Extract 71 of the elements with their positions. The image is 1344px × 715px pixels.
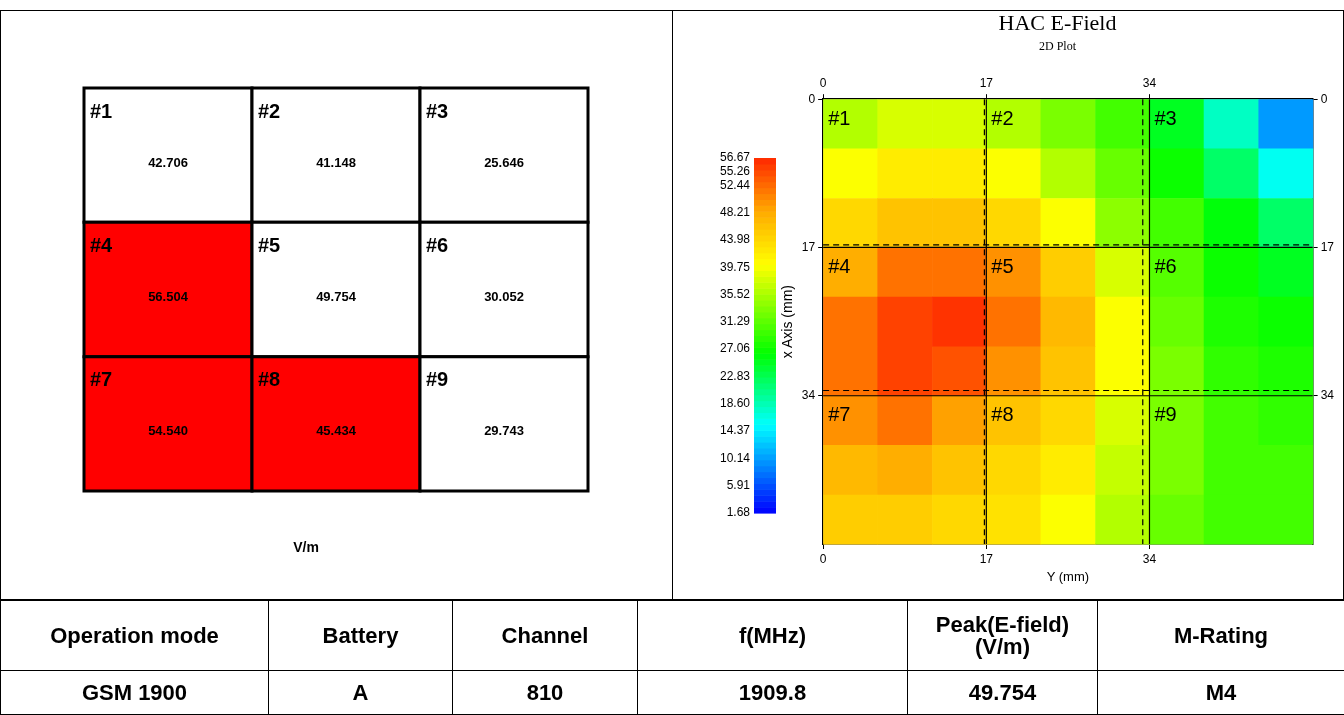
chart-subtitle: 2D Plot: [1038, 38, 1077, 53]
color-bar-label: 27.06: [719, 341, 751, 356]
x2-tick-label: 17: [979, 76, 994, 91]
color-bar-label: 22.83: [719, 368, 751, 383]
annotation: #4: [90, 233, 114, 256]
annotation: #1: [828, 106, 851, 129]
annotation: #7: [828, 403, 851, 426]
y-axis-title: x Axis (mm): [779, 285, 796, 359]
category-label: Peak(E-field) (V/m): [907, 600, 1098, 671]
category-label: M-Rating: [1097, 600, 1344, 671]
color-bar-label: 55.26: [719, 164, 751, 179]
data-label: 45.434: [316, 423, 357, 439]
x2-tick-label: 0: [819, 76, 827, 91]
annotation: #3: [426, 99, 449, 122]
annotation: #9: [426, 368, 449, 391]
category-label: f(MHz): [637, 600, 908, 671]
text: 49.754: [968, 679, 1037, 705]
x-tick-label: 0: [819, 551, 827, 566]
data-label: 41.148: [316, 154, 356, 170]
y-tick-label: 0: [808, 91, 816, 106]
data-label: 30.052: [484, 289, 524, 305]
text: 1909.8: [738, 679, 807, 705]
y-tick-label: 34: [801, 388, 816, 403]
text: A: [352, 679, 369, 705]
color-bar-label: 31.29: [719, 314, 751, 329]
annotation: #3: [1154, 106, 1177, 129]
data-label: 42.706: [148, 154, 188, 170]
annotation: #4: [828, 254, 851, 277]
category-label: Battery: [268, 600, 453, 671]
color-bar-label: 56.67: [719, 150, 751, 165]
color-bar-label: 14.37: [719, 423, 751, 438]
annotation: #9: [1154, 403, 1177, 426]
data-label: 56.504: [148, 289, 189, 305]
annotation: #2: [258, 99, 281, 122]
color-bar-label: 18.60: [719, 396, 751, 411]
color-bar-label: 43.98: [719, 232, 751, 247]
color-bar-label: 1.68: [726, 505, 751, 520]
annotation: #7: [90, 368, 113, 391]
data-label: 49.754: [316, 289, 357, 305]
category-label: Operation mode: [0, 600, 269, 671]
color-bar-label: 5.91: [726, 478, 751, 492]
category-label: Channel: [452, 600, 638, 671]
annotation: #6: [426, 233, 449, 256]
text: M4: [1205, 679, 1237, 705]
text: GSM 1900: [81, 679, 188, 705]
annotation: #2: [991, 106, 1014, 129]
color-bar-label: 52.44: [719, 178, 751, 193]
color-bar-label: 39.75: [719, 259, 751, 274]
chart-title: HAC E-Field: [998, 9, 1117, 35]
x2-tick-label: 34: [1142, 76, 1157, 91]
y2-tick-label: 0: [1320, 91, 1328, 106]
annotation: #5: [991, 254, 1014, 277]
x-tick-label: 34: [1142, 551, 1157, 566]
y-tick-label: 17: [801, 239, 816, 254]
color-bar-label: 10.14: [719, 450, 751, 465]
data-label: 25.646: [484, 154, 524, 170]
y2-tick-label: 34: [1320, 388, 1335, 403]
annotation: #6: [1154, 254, 1177, 277]
color-bar-label: 35.52: [719, 286, 751, 301]
annotation: #8: [258, 368, 281, 391]
data-label: 54.540: [148, 423, 188, 439]
annotation: #8: [991, 403, 1014, 426]
x-tick-label: 17: [979, 551, 994, 566]
y2-tick-label: 17: [1320, 239, 1335, 254]
annotation: #5: [258, 233, 281, 256]
color-bar-label: 48.21: [719, 204, 751, 219]
annotation: #1: [90, 99, 113, 122]
x-axis-title: Y (mm): [1046, 568, 1090, 584]
x-axis-title: V/m: [293, 538, 319, 555]
data-label: 29.743: [484, 423, 524, 439]
text: 810: [526, 679, 564, 705]
